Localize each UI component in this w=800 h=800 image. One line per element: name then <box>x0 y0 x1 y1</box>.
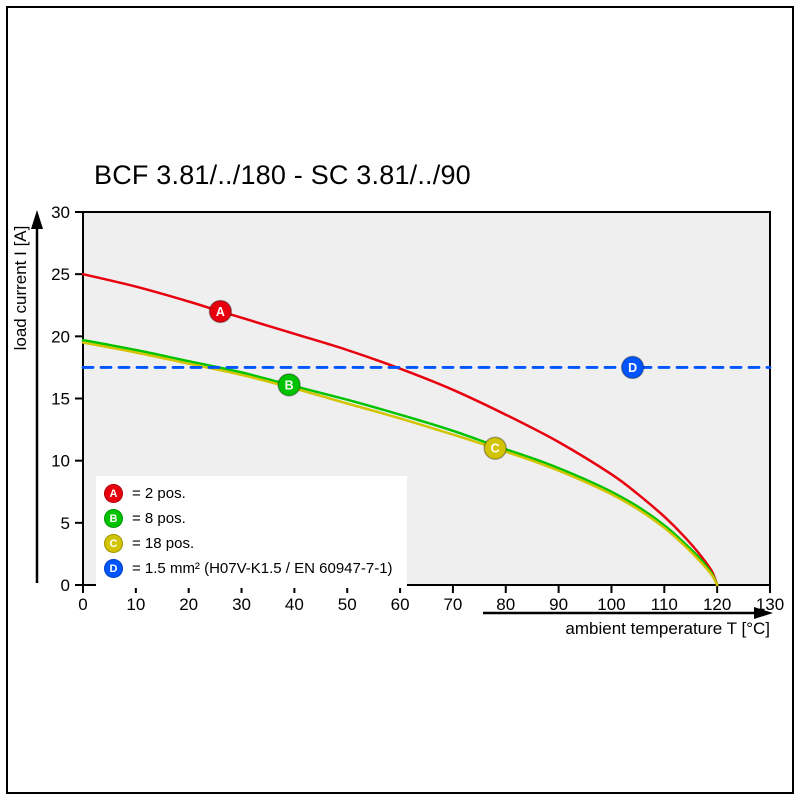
marker-C <box>483 436 507 460</box>
x-tick-label: 10 <box>126 595 145 614</box>
series-C-curve <box>81 341 719 587</box>
legend-row: B = 8 pos. <box>104 506 393 531</box>
legend-row: D = 1.5 mm² (H07V-K1.5 / EN 60947-7-1) <box>104 556 393 581</box>
chart-title: BCF 3.81/../180 - SC 3.81/../90 <box>94 160 471 190</box>
legend-row: A = 2 pos. <box>104 481 393 506</box>
legend-badge-C: C <box>104 534 123 553</box>
y-tick-label: 15 <box>51 390 70 409</box>
legend: A = 2 pos. B = 8 pos. C = 18 pos. D = 1.5 mm² (… <box>96 476 407 588</box>
series-B-curve <box>81 338 719 587</box>
x-tick-label: 80 <box>496 595 515 614</box>
marker-D <box>620 355 645 380</box>
x-tick-label: 60 <box>391 595 410 614</box>
legend-badge-D: D <box>104 559 123 578</box>
x-tick-label: 120 <box>703 595 731 614</box>
marker-B-letter: B <box>285 378 294 392</box>
x-axis-arrow-head <box>754 607 773 619</box>
x-tick-label: 110 <box>651 595 678 614</box>
y-tick-label: 5 <box>61 514 70 533</box>
x-tick-label: 50 <box>338 595 357 614</box>
y-tick-label: 0 <box>61 576 70 595</box>
y-tick-label: 10 <box>51 452 70 471</box>
y-axis-arrow-head <box>31 210 43 229</box>
marker-A <box>208 299 233 324</box>
marker-A-letter: A <box>216 305 225 319</box>
legend-row: C = 18 pos. <box>104 531 393 556</box>
x-tick-label: 30 <box>232 595 251 614</box>
legend-label: = 18 pos. <box>132 535 195 552</box>
x-tick-label: 0 <box>78 595 87 614</box>
marker-C-letter: C <box>491 442 500 456</box>
legend-label: = 1.5 mm² (H07V-K1.5 / EN 60947-7-1) <box>132 560 393 577</box>
x-axis-label: ambient temperature T [°C] <box>565 619 770 638</box>
y-tick-label: 25 <box>51 265 70 284</box>
marker-B <box>277 373 301 397</box>
x-tick-label: 130 <box>756 595 784 614</box>
legend-label: = 2 pos. <box>132 485 186 502</box>
legend-badge-B: B <box>104 509 123 528</box>
y-tick-label: 20 <box>51 327 70 346</box>
legend-badge-A: A <box>104 484 123 503</box>
legend-label: = 8 pos. <box>132 510 186 527</box>
x-tick-label: 90 <box>549 595 568 614</box>
x-tick-label: 100 <box>597 595 625 614</box>
x-tick-label: 20 <box>179 595 198 614</box>
marker-D-letter: D <box>628 361 637 375</box>
x-tick-label: 70 <box>443 595 462 614</box>
y-tick-label: 30 <box>51 203 70 222</box>
x-tick-label: 40 <box>285 595 304 614</box>
